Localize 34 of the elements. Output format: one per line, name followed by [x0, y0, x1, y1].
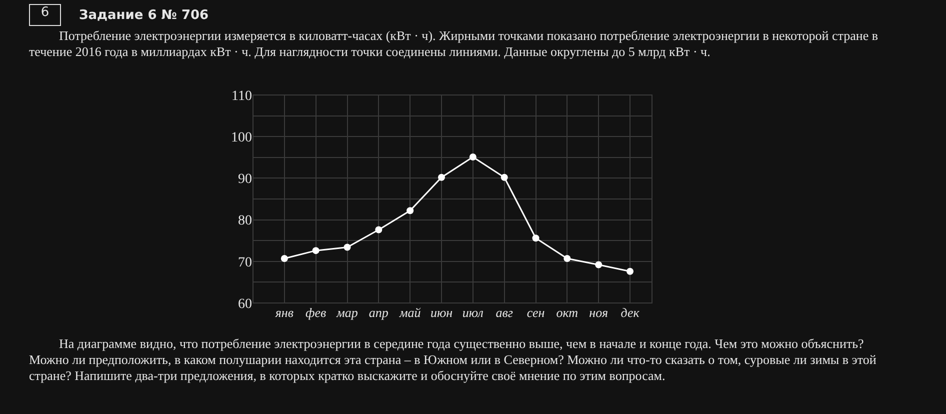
y-tick-label: 90	[238, 172, 252, 188]
x-tick-label: июл	[462, 305, 484, 320]
x-tick-label: сен	[526, 305, 545, 320]
x-tick-label: фев	[306, 305, 326, 320]
point	[564, 254, 571, 262]
x-tick-label: апр	[368, 305, 389, 320]
point	[280, 254, 288, 262]
text: Задание 6 № 706	[79, 8, 209, 22]
point	[469, 153, 476, 160]
y-tick-label: 80	[238, 214, 252, 229]
point	[375, 226, 382, 234]
x-tick-label: янв	[274, 305, 294, 320]
point	[532, 234, 540, 242]
x-tick-label: ноя	[589, 305, 608, 320]
y-tick-label: 100	[231, 130, 252, 146]
point	[406, 207, 414, 214]
x-tick-label: мар	[336, 305, 358, 320]
x-tick-label: дек	[620, 305, 640, 320]
point	[595, 261, 602, 268]
x-tick-label: июн	[430, 305, 453, 320]
x-tick-label: окт	[556, 305, 578, 320]
point	[500, 174, 508, 181]
y-tick-label: 110	[232, 88, 252, 104]
text: 6	[29, 4, 61, 26]
y-tick-label: 70	[238, 255, 252, 270]
x-tick-label: май	[398, 305, 422, 320]
chart-subtitle: Потребление электроэнергии измеряется в киловатт-часах (кВт · ч). Жирными точками показано потребление электроэнергии в некоторой стране в течение 2016 года в миллиардах кВт · ч. Для наглядности точки соединены линиями. Данные округлены до 5 млрд кВт · ч.	[29, 28, 879, 60]
point	[626, 268, 634, 275]
point	[312, 247, 320, 254]
point	[344, 244, 351, 251]
x-tick-label: авг	[496, 305, 513, 320]
y-tick-label: 60	[238, 296, 252, 312]
point	[438, 174, 445, 181]
text: На диаграмме видно, что потребление электроэнергии в середине года существенно выше, чем в начале и конце года. Чем это можно объяснить? Можно ли предположить, в каком полушарии находится эта страна – в Южном или в Северном? Можно ли что-то сказать о том, суровые ли зимы в этой стране? Напишите два-три предложения, в которых кратко выскажите и обоснуйте своё мнение по этим вопросам.	[29, 336, 878, 384]
